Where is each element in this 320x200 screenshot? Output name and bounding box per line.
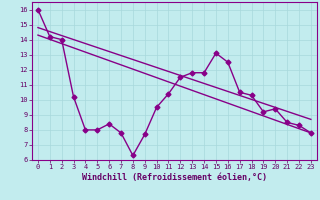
X-axis label: Windchill (Refroidissement éolien,°C): Windchill (Refroidissement éolien,°C)	[82, 173, 267, 182]
